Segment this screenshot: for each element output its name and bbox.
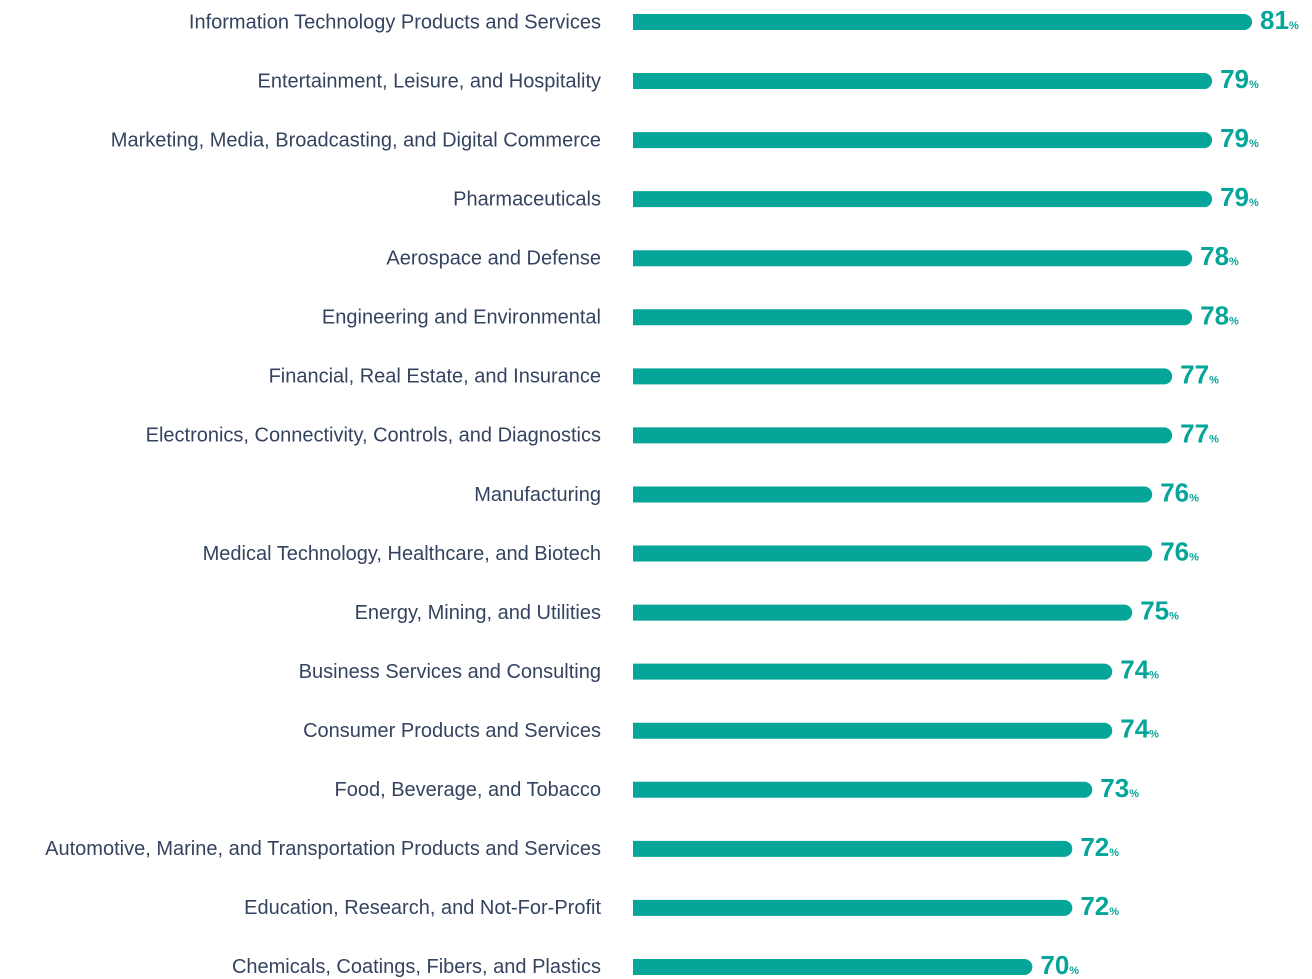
value-label: 79% — [1220, 64, 1259, 94]
bar — [633, 958, 1033, 975]
bar — [633, 14, 1253, 30]
category-label: Food, Beverage, and Tobacco — [335, 779, 601, 801]
value-label: 76% — [1160, 536, 1199, 566]
bar — [633, 781, 1093, 798]
value-label: 78% — [1200, 300, 1239, 330]
value-label: 78% — [1200, 241, 1239, 271]
bar — [633, 604, 1133, 621]
value-label: 77% — [1180, 359, 1219, 389]
value-label: 74% — [1120, 714, 1159, 744]
bar — [633, 545, 1153, 562]
category-label: Business Services and Consulting — [299, 661, 601, 683]
value-label: 74% — [1120, 655, 1159, 685]
bar — [633, 309, 1193, 326]
category-label: Consumer Products and Services — [303, 720, 601, 742]
bar — [633, 132, 1213, 149]
value-label: 76% — [1160, 477, 1199, 507]
bar — [633, 722, 1113, 739]
category-label: Pharmaceuticals — [453, 188, 601, 210]
category-label: Chemicals, Coatings, Fibers, and Plastic… — [232, 956, 601, 978]
bar — [633, 191, 1213, 208]
category-label: Information Technology Products and Serv… — [189, 11, 601, 33]
category-label: Education, Research, and Not-For-Profit — [244, 897, 601, 919]
category-label: Energy, Mining, and Utilities — [355, 602, 601, 624]
value-label: 73% — [1100, 773, 1139, 803]
bar — [633, 73, 1213, 90]
bar — [633, 486, 1153, 503]
bar — [633, 899, 1073, 916]
value-label: 70% — [1040, 950, 1079, 979]
bar — [633, 250, 1193, 267]
category-label: Electronics, Connectivity, Controls, and… — [146, 425, 601, 447]
value-label: 72% — [1080, 891, 1119, 921]
category-label: Automotive, Marine, and Transportation P… — [45, 838, 601, 860]
category-label: Aerospace and Defense — [386, 248, 601, 270]
value-label: 72% — [1080, 832, 1119, 862]
category-label: Financial, Real Estate, and Insurance — [269, 366, 601, 388]
category-label: Entertainment, Leisure, and Hospitality — [257, 70, 601, 92]
value-label: 75% — [1140, 595, 1179, 625]
bar — [633, 368, 1173, 385]
value-label: 79% — [1220, 123, 1259, 153]
bar — [633, 840, 1073, 857]
bar — [633, 663, 1113, 680]
bar — [633, 427, 1173, 444]
value-label: 79% — [1220, 182, 1259, 212]
category-label: Engineering and Environmental — [322, 307, 601, 329]
category-label: Marketing, Media, Broadcasting, and Digi… — [111, 129, 601, 151]
category-label: Medical Technology, Healthcare, and Biot… — [203, 543, 601, 565]
value-label: 77% — [1180, 418, 1219, 448]
value-label: 81% — [1260, 5, 1299, 35]
category-label: Manufacturing — [474, 484, 601, 506]
